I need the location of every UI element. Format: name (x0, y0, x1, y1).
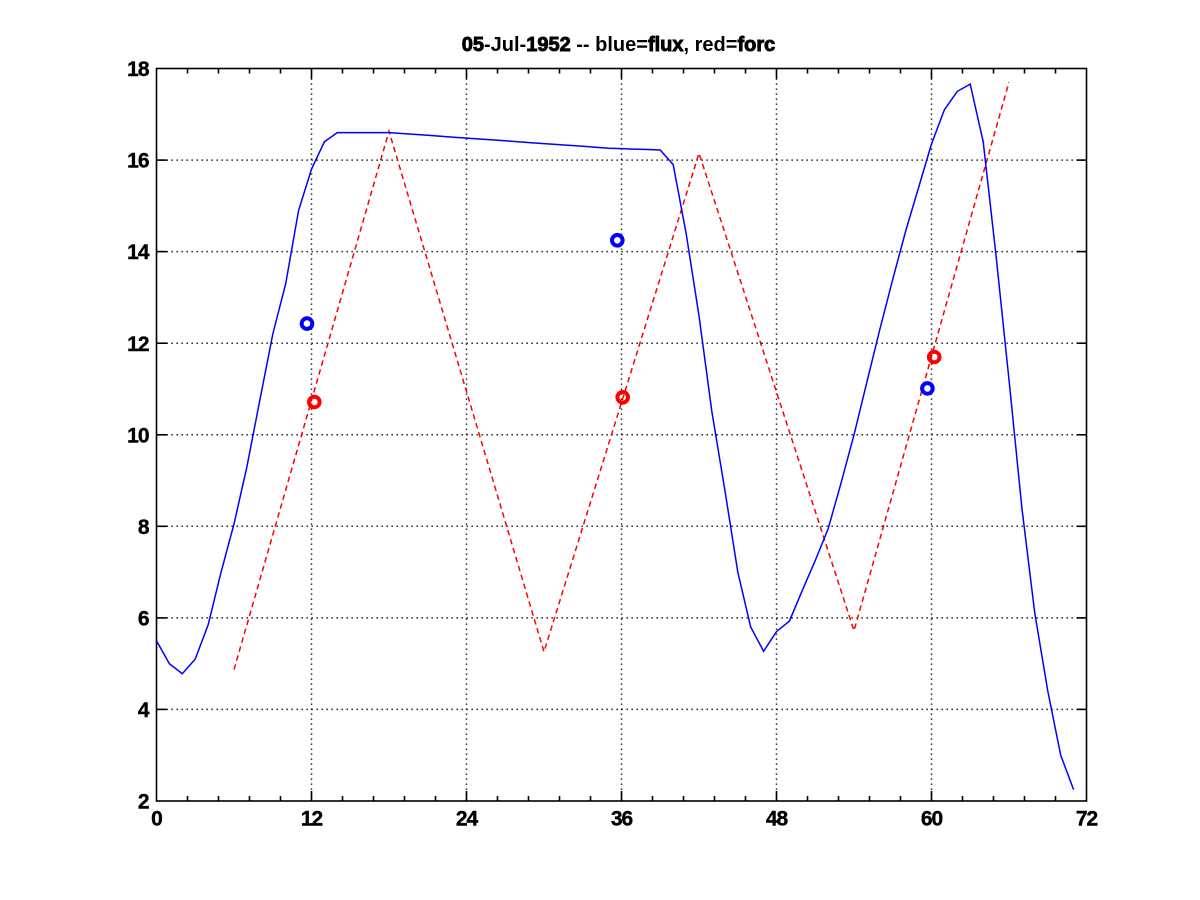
svg-text:12: 12 (127, 333, 149, 356)
svg-text:14: 14 (127, 241, 150, 264)
svg-text:18: 18 (127, 58, 150, 81)
svg-text:48: 48 (766, 807, 789, 830)
svg-text:16: 16 (127, 150, 149, 173)
svg-text:6: 6 (138, 608, 149, 631)
svg-text:10: 10 (127, 424, 149, 447)
svg-text:2: 2 (138, 791, 149, 814)
svg-text:8: 8 (138, 516, 150, 539)
svg-text:4: 4 (138, 699, 150, 722)
svg-text:12: 12 (301, 807, 323, 830)
svg-text:72: 72 (1076, 807, 1098, 830)
svg-text:0: 0 (151, 807, 162, 830)
svg-text:60: 60 (921, 807, 943, 830)
svg-text:24: 24 (456, 807, 479, 830)
svg-text:36: 36 (611, 807, 633, 830)
svg-text:05-Jul-1952 -- blue=flux, red=: 05-Jul-1952 -- blue=flux, red=forc (462, 34, 775, 56)
